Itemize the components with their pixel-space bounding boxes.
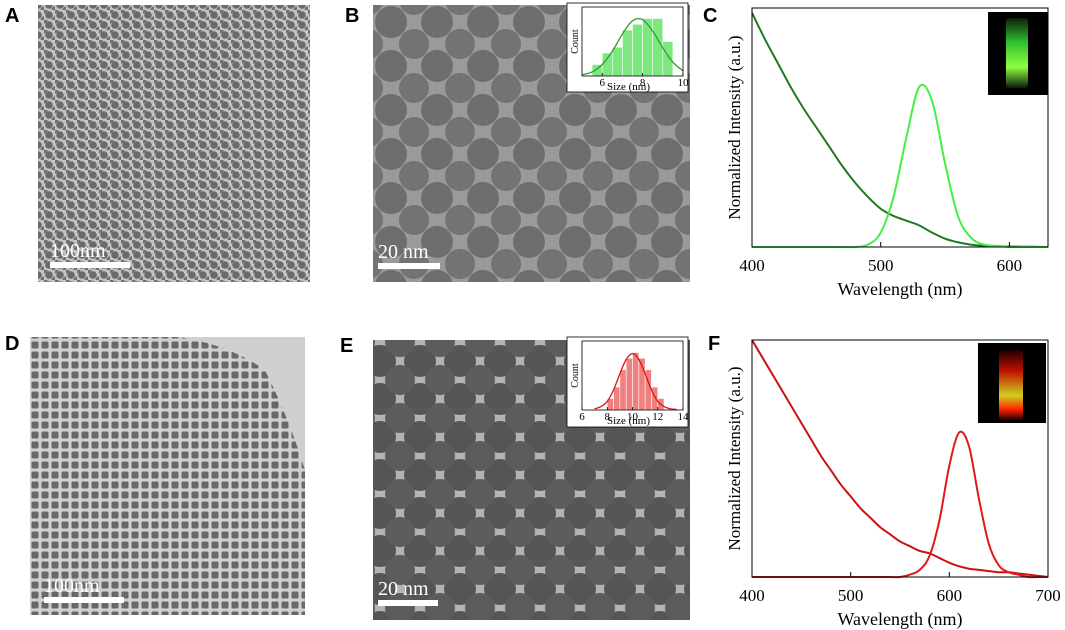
spectrum-line [752, 83, 1048, 249]
panel-label: C [703, 5, 717, 27]
scale-bar [50, 262, 130, 268]
y-axis-label: Count [570, 29, 581, 54]
x-tick-label: 10 [627, 411, 639, 423]
tem-background [180, 337, 305, 470]
x-tick-label: 400 [739, 586, 765, 605]
x-tick-label: 400 [739, 256, 765, 275]
panel-label: F [708, 333, 720, 355]
x-tick-label: 8 [605, 411, 611, 423]
x-tick-label: 6 [599, 77, 605, 89]
x-tick-label: 8 [640, 77, 646, 89]
x-tick-label: 500 [838, 586, 864, 605]
x-tick-label: 14 [678, 411, 690, 423]
axes-frame [751, 7, 1049, 248]
fit-curve [581, 17, 684, 76]
axes-frame [751, 339, 1049, 578]
panel-label: A [5, 5, 19, 27]
histogram-bar [601, 52, 613, 77]
scale-bar [378, 263, 440, 269]
x-axis-label: Size (nm) [607, 415, 650, 427]
x-tick-label: 500 [868, 256, 894, 275]
x-tick-label: 6 [579, 411, 585, 423]
scale-bar-label: 100nm [50, 240, 106, 262]
scale-bar-label: 20 nm [378, 241, 429, 263]
y-axis-label: Normalized Intensity (a.u.) [725, 35, 744, 219]
panel-label: B [345, 5, 359, 27]
tem-image [38, 5, 310, 282]
histogram-bar [632, 23, 643, 77]
histogram-bar [619, 369, 627, 411]
axes-frame [581, 6, 684, 77]
panel-label: D [5, 333, 19, 355]
histogram-bar [642, 18, 653, 77]
panel-label: E [340, 335, 353, 357]
histogram-bar [662, 41, 674, 77]
x-axis-label: Size (nm) [607, 81, 650, 93]
x-tick-label: 10 [678, 77, 690, 89]
x-tick-label: 600 [997, 256, 1023, 275]
x-axis-label: Wavelength (nm) [837, 279, 962, 300]
histogram-bar [625, 357, 633, 411]
x-axis-label: Wavelength (nm) [837, 609, 962, 630]
histogram-bar [652, 18, 664, 77]
histogram-bar [611, 46, 623, 77]
scale-bar [378, 600, 438, 606]
histogram-bar [632, 352, 640, 411]
y-axis-label: Count [570, 363, 581, 388]
scale-bar-label: 100nm [44, 575, 100, 597]
histogram-bar [622, 29, 633, 77]
x-tick-label: 700 [1035, 586, 1061, 605]
scale-bar-label: 20 nm [378, 578, 429, 600]
histogram-bar [613, 386, 621, 411]
tem-image [30, 337, 305, 615]
y-axis-label: Normalized Intensity (a.u.) [725, 366, 744, 550]
x-tick-label: 600 [937, 586, 963, 605]
fit-curve [594, 352, 677, 411]
x-tick-label: 12 [652, 411, 663, 423]
spectrum-line [751, 339, 1049, 578]
spectrum-line [752, 430, 1048, 579]
scale-bar [44, 597, 124, 603]
vial [1006, 18, 1028, 88]
vial [999, 350, 1023, 420]
